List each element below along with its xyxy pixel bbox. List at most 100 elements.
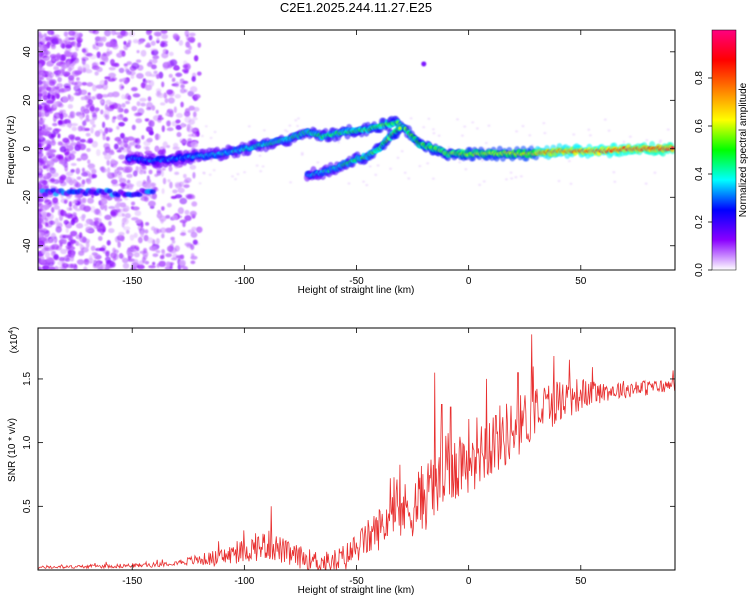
noise-speck	[104, 204, 108, 212]
noise-speck	[475, 127, 479, 130]
noise-speck	[66, 122, 71, 128]
noise-speck	[151, 58, 158, 64]
noise-speck	[300, 153, 304, 156]
noise-speck	[63, 238, 67, 245]
noise-speck	[58, 87, 65, 94]
noise-speck	[484, 141, 488, 145]
noise-speck	[567, 159, 571, 163]
noise-speck	[49, 167, 55, 171]
noise-speck	[67, 95, 74, 102]
noise-speck	[179, 197, 188, 205]
noise-speck	[131, 217, 139, 221]
noise-speck	[73, 92, 81, 96]
noise-speck	[189, 210, 197, 217]
noise-speck	[61, 40, 68, 46]
noise-speck	[175, 113, 183, 118]
noise-speck	[131, 124, 136, 131]
noise-speck	[70, 256, 74, 262]
noise-speck	[120, 30, 126, 36]
noise-speck	[175, 72, 183, 77]
noise-speck	[88, 30, 97, 34]
noise-speck	[65, 176, 72, 184]
noise-speck	[127, 39, 132, 45]
noise-speck	[362, 180, 366, 183]
noise-speck	[63, 50, 70, 57]
noise-speck	[133, 232, 138, 239]
noise-speck	[111, 261, 116, 268]
noise-speck	[108, 72, 117, 78]
noise-speck	[190, 244, 195, 251]
noise-speck	[69, 111, 74, 118]
spectrogram-xlabel: Height of straight line (km)	[298, 285, 415, 296]
noise-speck	[132, 170, 138, 177]
noise-speck	[182, 64, 189, 69]
snr-ylabel: SNR (10 * v/v)	[7, 418, 18, 482]
noise-speck	[296, 124, 300, 128]
noise-speck	[47, 151, 51, 156]
noise-speck	[122, 205, 130, 212]
noise-speck	[183, 184, 190, 189]
noise-speck	[482, 180, 486, 183]
noise-speck	[316, 161, 320, 164]
noise-speck	[132, 93, 141, 98]
noise-speck	[132, 259, 139, 264]
noise-speck	[154, 173, 159, 177]
noise-speck	[174, 81, 180, 88]
noise-speck	[122, 217, 127, 223]
secondary-ridge-mark	[398, 126, 402, 130]
noise-speck	[65, 213, 73, 218]
noise-speck	[104, 30, 112, 37]
snr-xtick-label: 50	[575, 576, 587, 587]
noise-speck	[179, 88, 186, 94]
noise-speck	[59, 242, 63, 247]
noise-speck	[133, 39, 139, 44]
noise-speck	[104, 76, 111, 80]
noise-speck	[139, 97, 147, 102]
noise-speck	[155, 109, 159, 114]
noise-speck	[52, 250, 57, 255]
noise-speck	[183, 173, 187, 179]
noise-speck	[124, 213, 131, 219]
noise-speck	[69, 207, 73, 211]
noise-speck	[85, 229, 94, 233]
noise-speck	[45, 99, 54, 105]
noise-speck	[172, 142, 179, 148]
noise-speck	[60, 66, 65, 72]
noise-speck	[162, 177, 167, 185]
noise-speck	[572, 133, 576, 136]
noise-speck	[56, 62, 62, 67]
snr-scale-base: (x10	[9, 333, 20, 353]
noise-speck	[179, 259, 186, 267]
noise-speck	[76, 259, 85, 265]
noise-speck	[47, 92, 51, 100]
noise-speck	[143, 181, 152, 189]
snr-series-line	[38, 334, 675, 570]
noise-speck	[51, 206, 55, 213]
noise-speck	[165, 112, 170, 117]
noise-speck	[189, 86, 198, 93]
noise-speck	[542, 121, 546, 125]
noise-speck	[607, 129, 611, 132]
noise-speck	[230, 175, 234, 178]
noise-speck	[68, 201, 73, 208]
noise-speck	[151, 64, 157, 70]
noise-speck	[140, 196, 148, 202]
noise-speck	[283, 129, 287, 132]
noise-speck	[89, 118, 95, 125]
noise-speck	[140, 221, 144, 228]
noise-speck	[118, 121, 125, 127]
noise-speck	[258, 154, 262, 157]
noise-speck	[139, 39, 144, 44]
noise-speck	[174, 171, 180, 176]
noise-speck	[152, 253, 159, 258]
noise-speck	[46, 173, 51, 180]
noise-speck	[58, 214, 64, 222]
noise-speck	[236, 172, 240, 176]
noise-speck	[66, 223, 72, 229]
noise-speck	[166, 120, 171, 127]
noise-speck	[38, 223, 43, 230]
noise-speck	[182, 80, 188, 84]
colorbar-label: Normalized spectral amplitude	[738, 82, 749, 217]
noise-speck	[83, 266, 88, 270]
noise-speck	[159, 255, 165, 260]
